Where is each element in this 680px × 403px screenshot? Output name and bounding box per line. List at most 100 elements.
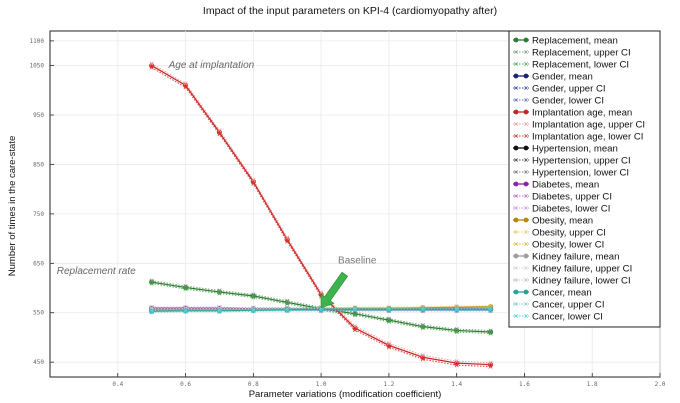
y-tick-label: 950 (33, 112, 44, 119)
legend-label: Replacement, upper CI (532, 47, 631, 58)
data-point (454, 363, 459, 368)
legend-marker (514, 266, 518, 270)
data-point (217, 309, 222, 314)
legend-item: Gender, upper CI (513, 83, 606, 94)
data-point (420, 306, 426, 312)
legend-marker (523, 253, 529, 259)
data-point (251, 177, 256, 182)
annotation-label: Age at implantation (168, 60, 255, 71)
legend-marker (514, 314, 518, 318)
legend-marker (524, 302, 528, 306)
legend-item: Cancer, upper CI (513, 299, 605, 310)
data-point (352, 327, 358, 333)
legend-label: Hypertension, lower CI (532, 167, 629, 178)
data-point (352, 325, 358, 331)
legend-item: Gender, mean (513, 71, 593, 82)
data-point (487, 329, 494, 335)
legend-label: Cancer, upper CI (532, 299, 605, 310)
legend-marker (513, 73, 519, 79)
x-tick-label: 1.4 (451, 381, 462, 388)
data-point (149, 65, 154, 70)
legend-label: Replacement, lower CI (532, 59, 629, 70)
legend-marker (514, 122, 518, 126)
legend-marker (514, 62, 518, 66)
legend-marker (514, 170, 518, 174)
data-point (420, 325, 425, 331)
x-tick-label: 1.0 (316, 381, 327, 388)
data-point (183, 309, 188, 314)
x-tick-label: 0.6 (180, 381, 191, 388)
legend-marker (523, 37, 529, 43)
data-point (319, 308, 324, 313)
legend-item: Obesity, lower CI (513, 239, 604, 250)
legend-label: Hypertension, upper CI (532, 155, 631, 166)
legend-item: Obesity, upper CI (513, 227, 606, 238)
data-point (217, 128, 222, 133)
legend-marker (523, 217, 529, 223)
data-point (420, 353, 425, 358)
legend-item: Replacement, upper CI (513, 47, 631, 58)
legend-label: Kidney failure, mean (532, 251, 619, 262)
legend-marker (514, 230, 518, 234)
data-point (217, 132, 222, 137)
data-point (454, 359, 459, 364)
annotation-label: Replacement rate (57, 266, 136, 277)
legend-marker (524, 266, 528, 270)
legend-label: Implantation age, mean (532, 107, 632, 118)
legend-marker (513, 289, 519, 295)
legend-label: Kidney failure, lower CI (532, 275, 631, 286)
legend-label: Diabetes, lower CI (532, 203, 610, 214)
x-tick-label: 0.4 (112, 381, 123, 388)
legend-marker (514, 278, 518, 282)
legend-item: Hypertension, upper CI (513, 155, 631, 166)
legend-marker (514, 134, 518, 138)
y-tick-label: 1050 (30, 63, 45, 70)
data-point (386, 317, 392, 323)
data-point (386, 316, 391, 321)
data-point (454, 360, 460, 366)
legend-item: Hypertension, lower CI (513, 167, 629, 178)
legend-marker (514, 50, 518, 54)
y-tick-label: 550 (33, 310, 44, 317)
legend-label: Diabetes, upper CI (532, 191, 612, 202)
data-point (217, 291, 222, 296)
legend-label: Hypertension, mean (532, 143, 618, 154)
data-point (285, 308, 290, 313)
data-point (183, 286, 188, 292)
legend-item: Cancer, lower CI (513, 311, 603, 322)
legend-item: Obesity, mean (513, 215, 593, 226)
data-point (251, 309, 256, 314)
legend-marker (513, 145, 519, 151)
legend-marker (513, 109, 519, 115)
data-point (149, 61, 154, 66)
data-point (487, 306, 494, 312)
legend-marker (524, 278, 528, 282)
legend-marker (524, 230, 528, 234)
data-point (250, 179, 256, 185)
data-point (183, 85, 188, 90)
legend-label: Obesity, lower CI (532, 239, 604, 250)
axis-ticks: 0.4 0.6 0.8 1.0 1.2 1.4 1.6 1.8 2.0 450 550 650 750 8… (30, 38, 666, 388)
legend-marker (523, 109, 529, 115)
y-tick-label: 650 (33, 260, 44, 267)
legend-item: Implantation age, lower CI (513, 131, 643, 142)
y-axis-label: Number of times in the care-state (7, 136, 18, 276)
legend-label: Implantation age, upper CI (532, 119, 645, 130)
legend-marker (524, 194, 528, 198)
data-point (182, 82, 189, 88)
legend-item: Diabetes, mean (513, 179, 599, 190)
legend-item: Replacement, lower CI (513, 59, 629, 70)
data-point (182, 308, 189, 314)
data-point (284, 236, 290, 243)
data-point (285, 235, 290, 240)
data-point (183, 283, 188, 289)
data-point (285, 301, 290, 306)
x-tick-label: 1.8 (587, 381, 598, 388)
data-point (420, 357, 425, 362)
data-point (454, 306, 460, 312)
legend-marker (524, 98, 528, 102)
data-point (487, 362, 494, 368)
legend-label: Cancer, lower CI (532, 311, 603, 322)
